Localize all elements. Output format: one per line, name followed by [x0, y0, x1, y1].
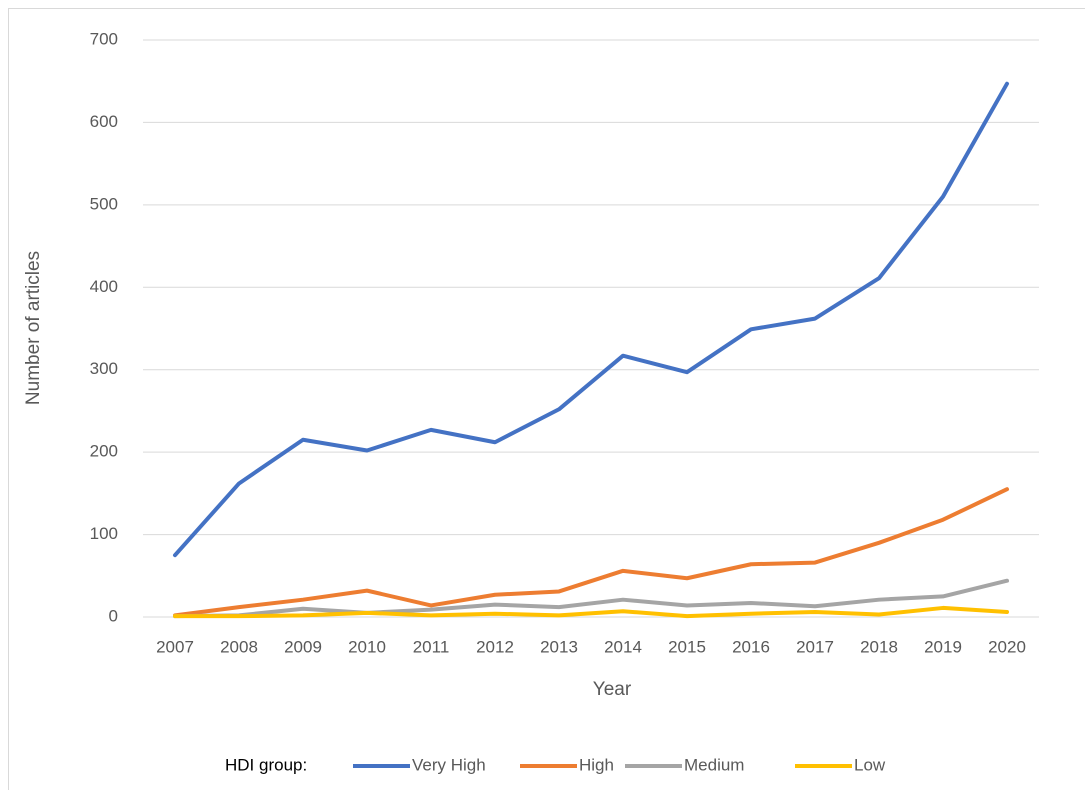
x-tick-label: 2016 [732, 637, 770, 656]
series-line [173, 487, 1009, 618]
y-tick-label: 200 [90, 442, 118, 461]
x-tick-label: 2008 [220, 637, 258, 656]
y-tick-label: 0 [109, 606, 118, 625]
x-tick-label: 2011 [413, 637, 450, 656]
x-tick-label: 2009 [284, 637, 322, 656]
x-tick-label: 2010 [348, 637, 386, 656]
x-tick-label: 2017 [796, 637, 834, 656]
legend-title: HDI group: [225, 755, 307, 774]
legend-label: Medium [684, 755, 744, 774]
x-tick-label: 2015 [668, 637, 706, 656]
y-tick-label: 600 [90, 112, 118, 131]
y-tick-label: 500 [90, 194, 118, 213]
y-tick-label: 100 [90, 524, 118, 543]
x-tick-label: 2019 [924, 637, 962, 656]
legend-label: Low [854, 755, 886, 774]
x-tick-label: 2018 [860, 637, 898, 656]
chart-frame [8, 8, 1085, 790]
y-tick-label: 400 [90, 277, 118, 296]
series-line [173, 578, 1009, 619]
series-line [173, 81, 1009, 558]
x-tick-label: 2020 [988, 637, 1026, 656]
y-tick-label: 300 [90, 359, 118, 378]
x-tick-label: 2012 [476, 637, 514, 656]
x-tick-label: 2007 [156, 637, 194, 656]
series-line [173, 605, 1009, 619]
y-tick-label: 700 [90, 29, 118, 48]
x-tick-label: 2014 [604, 637, 642, 656]
y-axis-label: Number of articles [23, 251, 44, 405]
x-tick-label: 2013 [540, 637, 578, 656]
legend-label: Very High [412, 755, 486, 774]
legend-label: High [579, 755, 614, 774]
x-axis-label: Year [593, 679, 632, 700]
